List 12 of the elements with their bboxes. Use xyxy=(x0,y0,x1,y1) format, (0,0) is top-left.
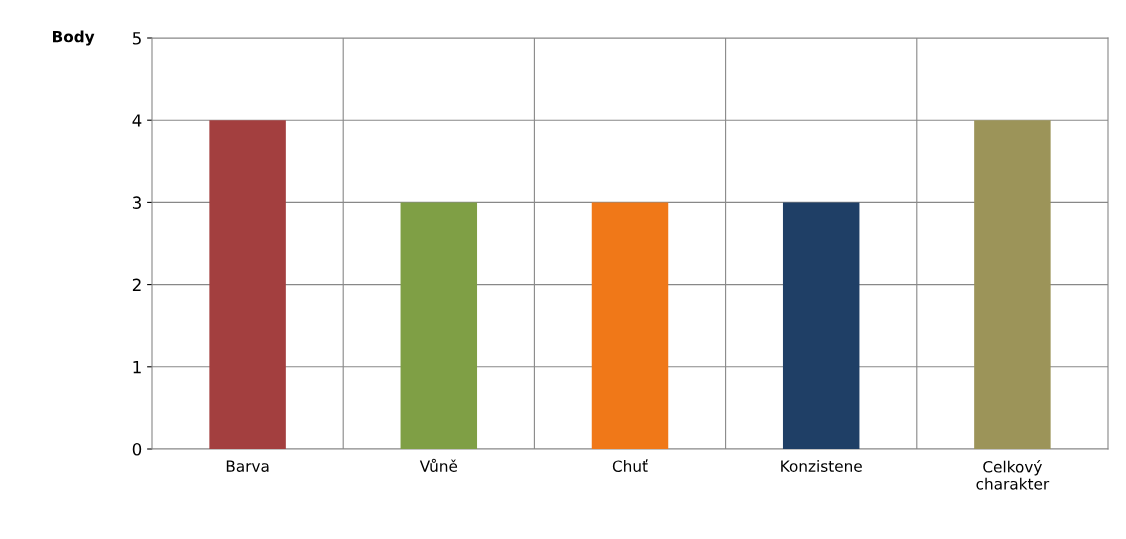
y-axis-title: Body xyxy=(53,30,95,46)
y-tick-label: 1 xyxy=(133,360,141,374)
x-tick-label: Chuť xyxy=(612,459,648,472)
y-tick-label: 0 xyxy=(132,442,142,456)
y-tick-label: 4 xyxy=(132,114,142,127)
x-tick-label: Vůně xyxy=(419,458,458,472)
y-tick-label: 2 xyxy=(132,278,141,291)
y-tick-label: 5 xyxy=(132,32,141,45)
x-tick-label: Konzistene xyxy=(781,460,862,472)
x-tick-label: Celkový charakter xyxy=(976,460,1050,490)
x-tick-label: Barva xyxy=(226,460,269,472)
y-tick-label: 3 xyxy=(132,196,141,209)
